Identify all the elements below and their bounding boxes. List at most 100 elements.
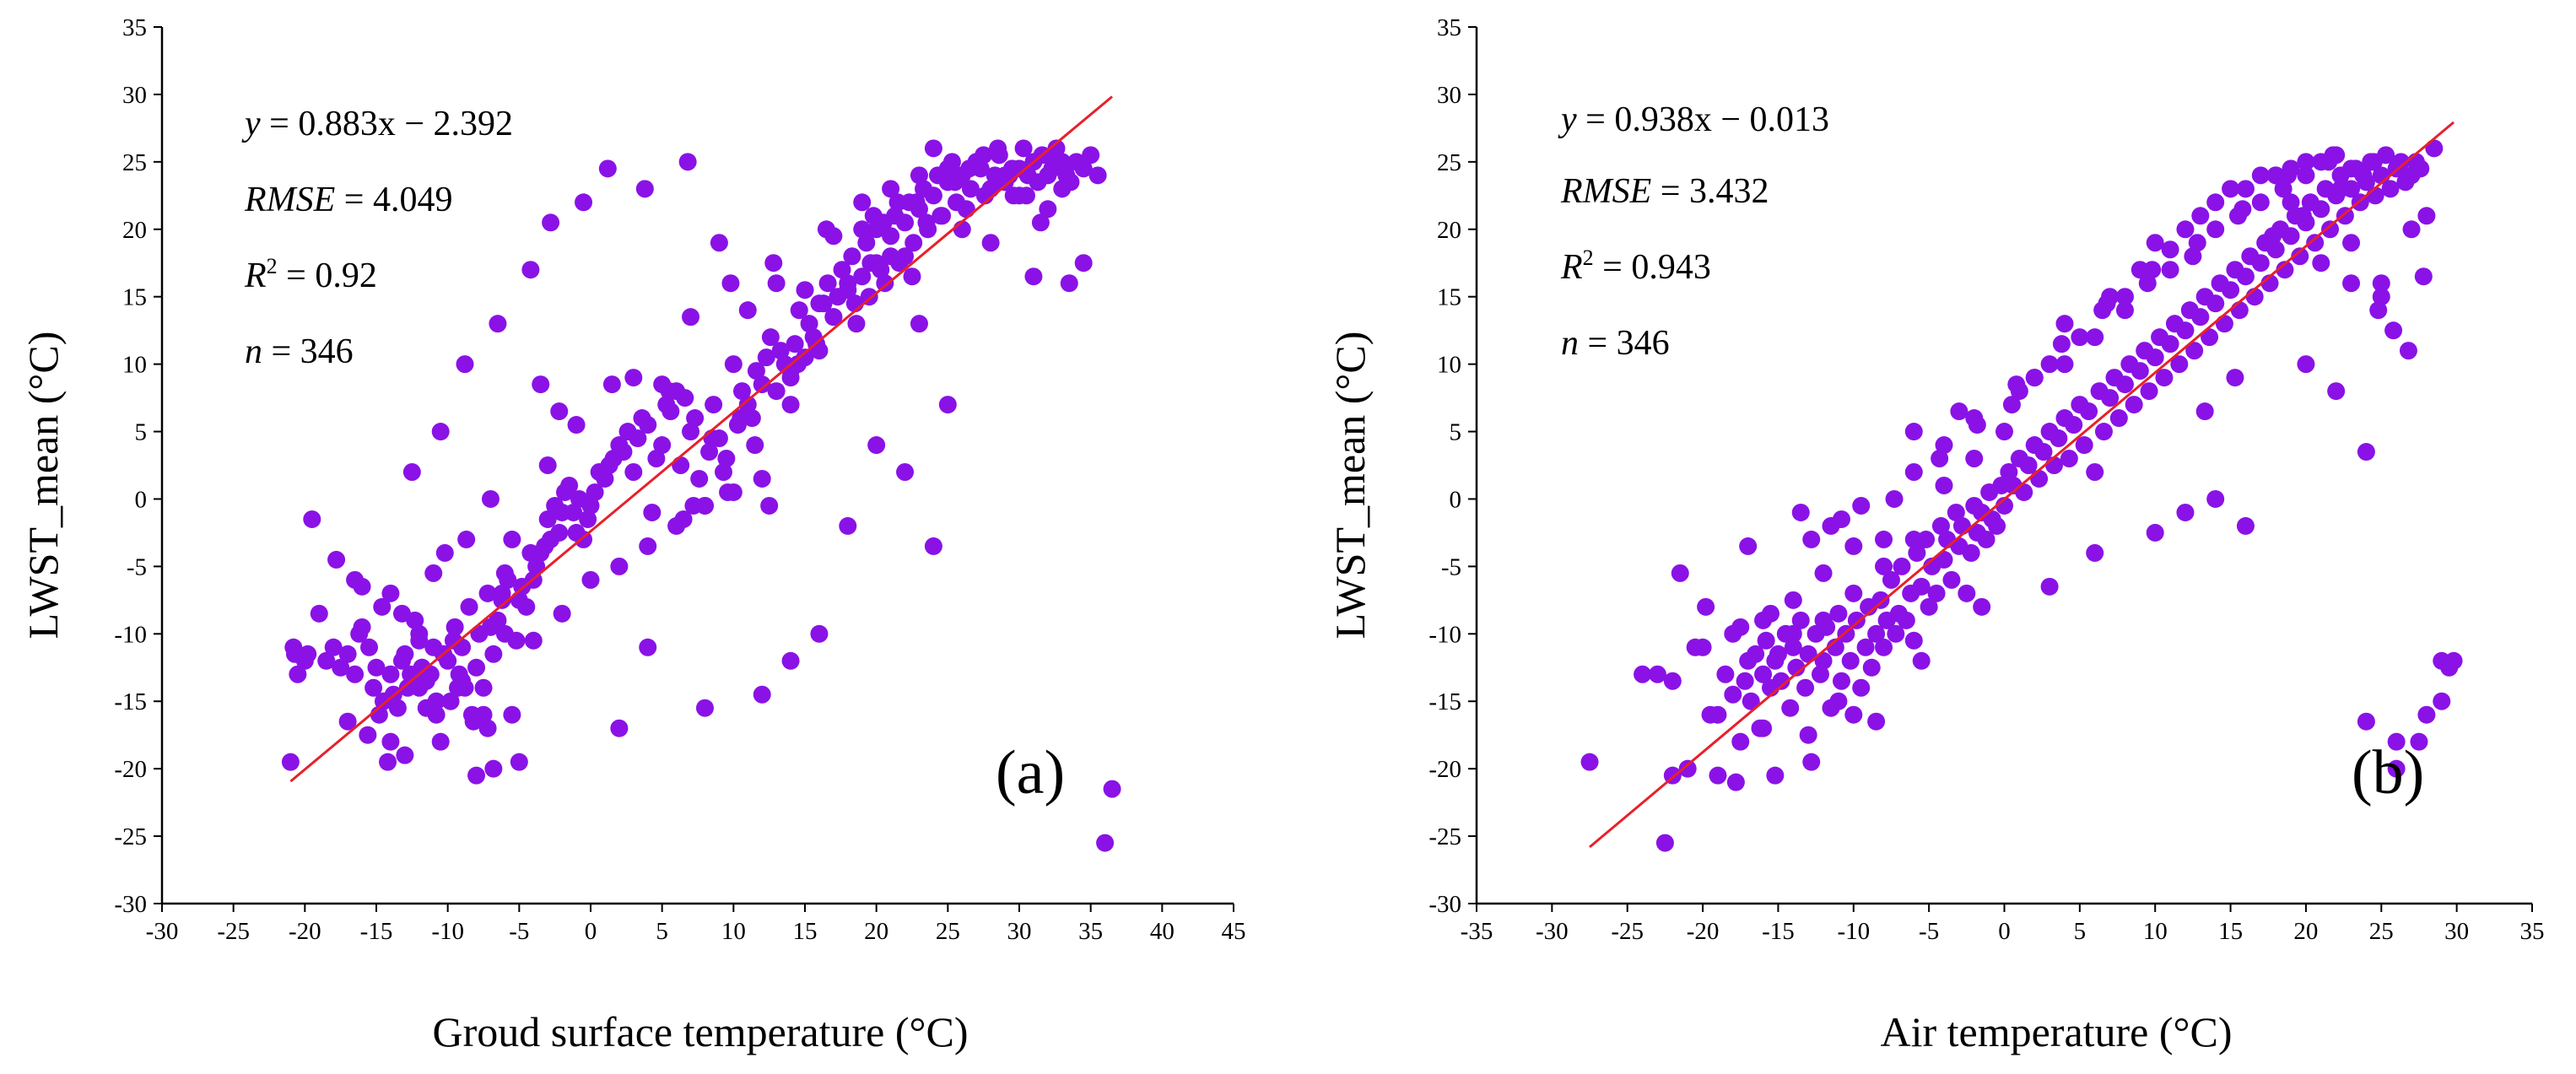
data-point <box>517 597 536 616</box>
data-point <box>2297 166 2315 185</box>
data-point <box>410 624 429 643</box>
data-point <box>2425 139 2444 158</box>
data-point <box>538 510 557 528</box>
data-point <box>353 618 371 636</box>
data-point <box>757 348 775 367</box>
data-point <box>1904 631 1923 650</box>
x-tick-label: -30 <box>1536 918 1569 945</box>
y-tick-label: -25 <box>114 823 147 850</box>
data-point <box>1844 537 1863 555</box>
data-point <box>2233 200 2252 219</box>
data-point <box>1885 489 1904 508</box>
data-point <box>453 672 472 690</box>
data-point <box>824 308 843 327</box>
data-point <box>967 153 986 171</box>
data-point <box>353 577 371 596</box>
data-point <box>2331 180 2350 198</box>
data-point <box>760 496 779 515</box>
data-point <box>2402 220 2421 239</box>
data-point <box>2342 234 2361 252</box>
data-point <box>1663 672 1682 690</box>
data-point <box>2297 355 2315 374</box>
data-point <box>560 476 579 494</box>
data-point <box>2030 469 2049 488</box>
data-point <box>810 294 829 313</box>
data-point <box>338 712 357 731</box>
data-point <box>629 429 647 448</box>
data-point <box>1912 651 1931 670</box>
data-point <box>1897 611 1915 629</box>
data-point <box>1977 530 1995 548</box>
data-point <box>2384 321 2403 340</box>
data-point <box>2146 348 2164 367</box>
data-point <box>1988 516 2006 535</box>
data-point <box>2176 503 2195 521</box>
data-point <box>381 732 400 751</box>
data-point <box>876 274 894 293</box>
data-point <box>2055 355 2074 374</box>
data-point <box>647 450 666 468</box>
x-tick-label: 35 <box>2520 918 2545 945</box>
data-point <box>281 753 300 771</box>
n-label: n = 346 <box>245 332 354 371</box>
data-point <box>686 409 705 428</box>
data-point <box>1799 726 1817 744</box>
data-point <box>359 726 377 744</box>
data-point <box>2222 180 2240 198</box>
stats-annotation-b: y = 0.938x − 0.013 RMSE = 3.432 R2 = 0.9… <box>1558 100 1829 363</box>
y-tick-label: 15 <box>122 284 147 311</box>
data-point <box>2411 159 2430 178</box>
data-point <box>2161 240 2179 259</box>
data-point <box>427 705 446 724</box>
data-point <box>1082 146 1100 165</box>
data-point <box>365 678 383 697</box>
data-point <box>367 658 386 677</box>
data-point <box>1697 597 1715 616</box>
data-point <box>917 213 936 232</box>
data-point <box>1784 638 1802 656</box>
data-point <box>1973 597 1991 616</box>
y-tick-label: -30 <box>1428 891 1461 918</box>
data-point <box>732 382 751 401</box>
data-point <box>653 436 672 455</box>
data-point <box>2000 462 2018 481</box>
data-point <box>464 712 483 731</box>
data-point <box>2191 207 2210 225</box>
data-point <box>2321 220 2340 239</box>
data-point <box>2143 261 2162 279</box>
data-point <box>2206 193 2225 212</box>
data-point <box>1935 436 1953 455</box>
x-tick-label: 20 <box>2293 918 2318 945</box>
data-point <box>672 456 690 474</box>
data-point <box>1791 503 1810 521</box>
rmse-label: RMSE = 4.049 <box>244 181 452 219</box>
data-point <box>284 638 303 656</box>
data-point <box>2034 443 2053 461</box>
data-point <box>2185 342 2204 360</box>
data-point <box>456 355 474 374</box>
data-point <box>332 658 350 677</box>
data-point <box>1875 530 1893 548</box>
data-point <box>667 516 686 535</box>
data-point <box>1580 753 1599 771</box>
data-point <box>2230 301 2249 320</box>
data-point <box>703 429 721 448</box>
y-tick-label: -10 <box>1428 621 1461 648</box>
y-tick-label: -15 <box>114 688 147 715</box>
r2-label: R2 = 0.943 <box>1560 246 1711 287</box>
x-tick-label: 5 <box>2074 918 2087 945</box>
data-point <box>781 362 800 380</box>
data-point <box>1847 611 1866 629</box>
data-point <box>1882 570 1900 589</box>
data-point <box>2282 227 2300 246</box>
data-point <box>2297 153 2315 171</box>
x-tick-label: 0 <box>585 918 597 945</box>
data-point <box>1862 658 1881 677</box>
data-point <box>643 503 662 521</box>
data-point <box>1045 146 1064 165</box>
data-point <box>2372 288 2390 306</box>
data-point <box>2278 166 2297 185</box>
data-point <box>896 462 915 481</box>
data-point <box>2312 200 2330 219</box>
data-point <box>2206 220 2225 239</box>
